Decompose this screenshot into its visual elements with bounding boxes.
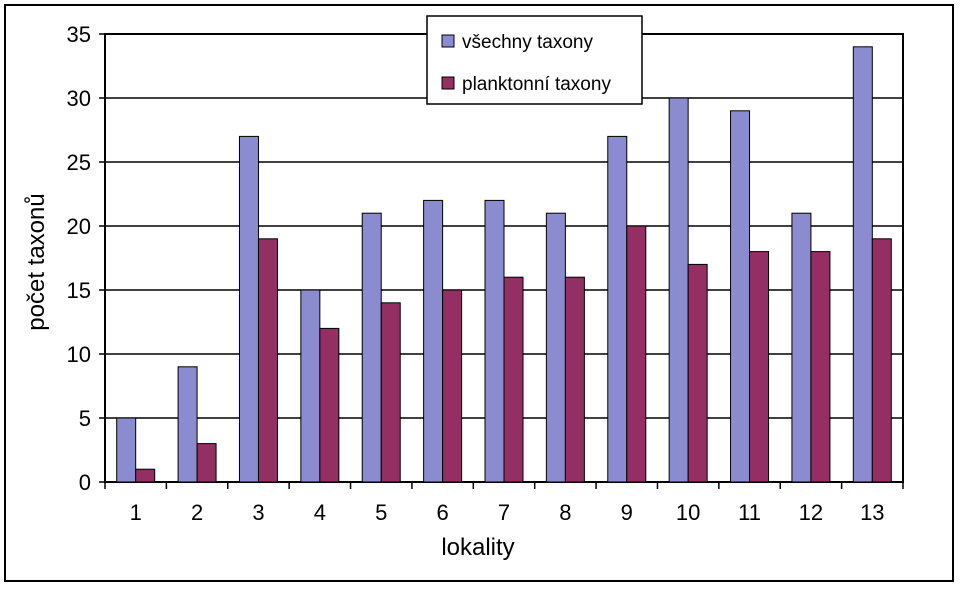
x-tick-label: 6 [436,500,448,525]
x-tick-label: 12 [799,500,823,525]
x-axis-label: lokality [441,534,514,561]
bar-series-1-4 [300,289,321,483]
bar-series-2-3 [257,238,278,483]
bar-series-1-6 [423,199,444,483]
bar-series-2-11 [749,251,770,483]
bar-series-2-6 [442,289,463,483]
x-tick-label: 9 [621,500,633,525]
bar-series-2-7 [503,276,524,483]
bar-series-1-8 [545,212,566,483]
y-tick-label: 20 [67,214,91,239]
bar-series-2-12 [810,251,831,483]
bar-series-2-4 [319,327,340,483]
x-axis-ticks: 1 2 3 4 5 6 7 8 9 10 11 12 13 [104,482,904,525]
legend-label-series-2: planktonní taxony [462,74,611,95]
x-tick-label: 2 [191,500,203,525]
x-tick-label: 11 [738,500,761,525]
y-tick-label: 15 [67,278,91,303]
bar-series-1-7 [484,199,505,483]
bar-series-1-1 [116,417,137,483]
bar-series-2-5 [380,302,401,483]
x-tick-label: 5 [375,500,387,525]
x-tick-label: 3 [252,500,264,525]
y-axis-label: počet taxonů [23,193,50,330]
x-tick-label: 1 [130,500,142,525]
x-tick-label: 8 [559,500,571,525]
x-tick-label: 4 [314,500,326,525]
bar-series-1-11 [730,110,751,483]
bar-series-2-10 [687,263,708,483]
y-tick-label: 25 [67,150,91,175]
bar-series-1-10 [668,97,689,483]
bar-series-1-12 [791,212,812,483]
y-tick-label: 35 [67,22,91,47]
y-tick-label: 10 [67,342,91,367]
bar-series-2-1 [135,468,156,483]
y-tick-label: 5 [79,406,91,431]
legend-label-series-1: všechny taxony [462,32,593,53]
y-axis-ticks: 0 5 10 15 20 25 30 35 [67,22,105,495]
bar-series-2-2 [196,443,217,483]
bar-series-1-9 [607,135,628,483]
bar-series-1-2 [177,366,198,483]
bar-series-2-9 [626,225,647,483]
x-tick-label: 13 [860,500,884,525]
bar-series-2-8 [564,276,585,483]
bar-series-1-5 [361,212,382,483]
y-tick-label: 30 [67,86,91,111]
x-tick-label: 10 [676,500,700,525]
legend: všechny taxony planktonní taxony [426,15,643,105]
bar-series-2-13 [871,238,892,483]
y-tick-label: 0 [79,470,91,495]
legend-swatch-series-1 [441,34,455,48]
bar-series-1-13 [852,46,873,483]
legend-swatch-series-2 [441,76,455,90]
x-tick-label: 7 [498,500,510,525]
legend-box [426,15,643,105]
bar-series-1-3 [238,135,259,483]
bars [116,46,892,483]
